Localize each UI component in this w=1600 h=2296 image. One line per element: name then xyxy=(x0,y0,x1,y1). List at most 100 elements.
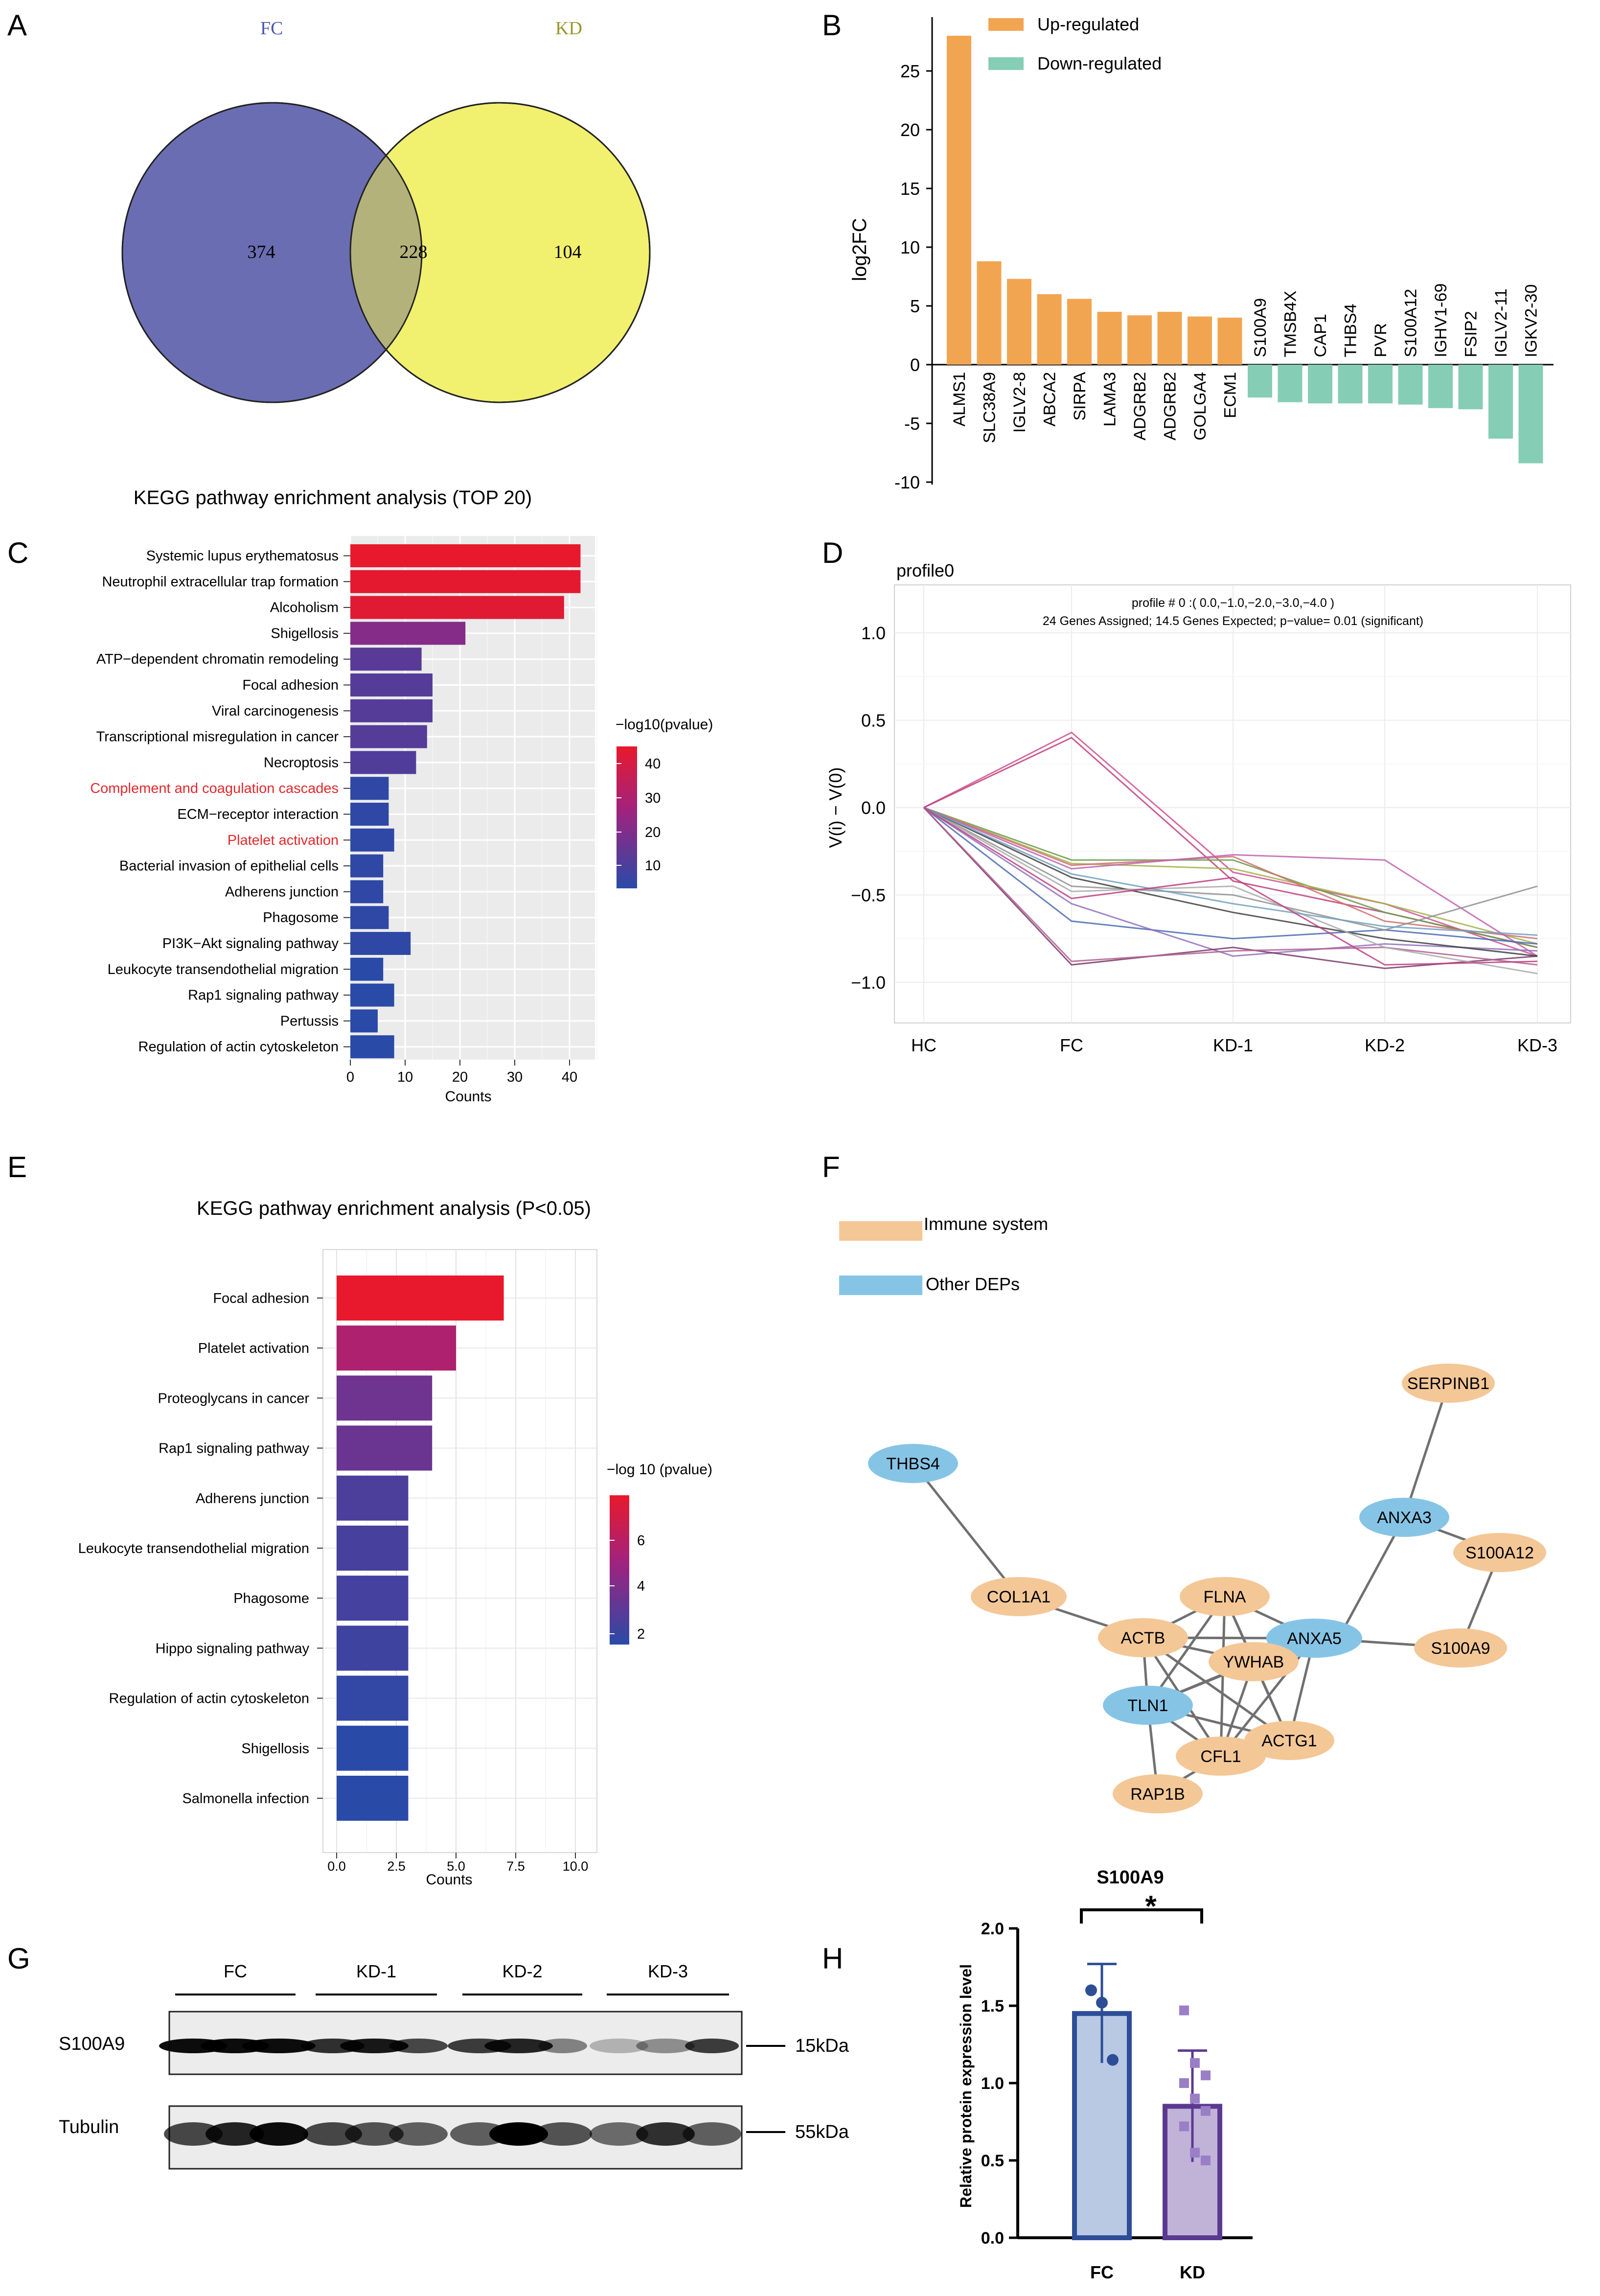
f-node-actb xyxy=(1098,1618,1188,1657)
f-node-anxa5 xyxy=(1266,1619,1362,1658)
g-size-55kda: 55kDa xyxy=(795,2122,849,2142)
b-bar-ADGRB2 xyxy=(1127,315,1152,365)
c-bar xyxy=(350,932,411,955)
b-gene-label: TMSB4X xyxy=(1281,291,1300,357)
f-legend-other-label: Other DEPs xyxy=(926,1274,1020,1294)
e-bar xyxy=(337,1325,456,1371)
b-gene-label: ECM1 xyxy=(1221,372,1240,418)
h-y-tick-label: 2.0 xyxy=(981,1920,1004,1938)
c-title: KEGG pathway enrichment analysis (TOP 20… xyxy=(134,487,532,509)
c-bar xyxy=(350,854,384,878)
b-bar-GOLGA4 xyxy=(1188,316,1212,365)
c-colorbar-label: 30 xyxy=(645,790,661,806)
f-node-s100a12 xyxy=(1453,1533,1546,1572)
c-bar xyxy=(350,544,581,567)
c-bar xyxy=(350,983,394,1007)
c-bar xyxy=(350,1035,394,1059)
c-bar xyxy=(350,803,389,826)
c-pathway-label: Necroptosis xyxy=(264,755,339,770)
f-node-serpinb1 xyxy=(1402,1364,1495,1403)
g-band-tubulin xyxy=(250,2122,308,2146)
c-bar xyxy=(350,751,416,774)
e-pathway-label: Hippo signaling pathway xyxy=(156,1641,310,1656)
g-size-15kda: 15kDa xyxy=(795,2036,849,2056)
b-bar-ABCA2 xyxy=(1037,294,1062,365)
c-x-tick-label: 40 xyxy=(562,1069,577,1085)
c-bar xyxy=(350,828,394,852)
h-x-label: KD xyxy=(1180,2262,1205,2282)
g-band-s100a9 xyxy=(242,2039,316,2053)
b-gene-label: IGLV2-11 xyxy=(1492,289,1510,357)
e-pathway-label: Adherens junction xyxy=(196,1491,309,1507)
d-series-line-10 xyxy=(923,807,1538,966)
f-legend-immune-label: Immune system xyxy=(924,1214,1048,1234)
panel-a: A FC KD 374 228 104 xyxy=(7,9,651,403)
h-point xyxy=(1201,2070,1211,2081)
c-colorbar-label: 40 xyxy=(645,756,661,772)
f-nodes: SERPINB1 THBS4 ANXA3 S100A12 COL1A1 FLNA ACTB A… xyxy=(868,1364,1546,1813)
h-point xyxy=(1190,2093,1200,2104)
b-y-tick-label: 15 xyxy=(900,179,920,199)
b-legend-down-label: Down-regulated xyxy=(1037,53,1162,73)
h-point xyxy=(1201,2106,1211,2116)
h-y-tick-label: 0.0 xyxy=(981,2229,1004,2248)
b-bar-IGHV1-69 xyxy=(1428,365,1453,408)
c-pathway-label: ECM−receptor interaction xyxy=(177,807,339,822)
c-pathway-label: Adherens junction xyxy=(225,884,339,900)
c-pathway-label: Platelet activation xyxy=(228,833,339,848)
f-node-thbs4 xyxy=(868,1444,958,1483)
f-legend-other-swatch xyxy=(839,1276,922,1295)
e-bar xyxy=(337,1425,433,1471)
e-pathway-label: Focal adhesion xyxy=(213,1291,309,1306)
c-pathway-label: Pertussis xyxy=(280,1013,339,1029)
d-profile-label: profile0 xyxy=(896,560,954,580)
f-node-label: ANXA5 xyxy=(1287,1629,1342,1648)
d-series-line-4 xyxy=(923,807,1538,945)
b-bar-ALMS1 xyxy=(947,36,971,365)
d-x-tick-label: FC xyxy=(1060,1035,1083,1055)
h-y-tick-label: 1.5 xyxy=(981,1997,1004,2016)
b-gene-label: SIRPA xyxy=(1071,372,1089,421)
b-y-axis-label: log2FC xyxy=(849,218,870,281)
b-y-axis: 25 20 15 10 5 0 -5 -10 xyxy=(894,17,1554,492)
b-gene-label: THBS4 xyxy=(1342,303,1360,357)
g-band-s100a9 xyxy=(590,2039,648,2053)
h-y-axis-label: Relative protein expression level xyxy=(957,1964,975,2208)
b-bar-THBS4 xyxy=(1338,365,1363,404)
b-y-tick-label: 5 xyxy=(910,296,920,316)
b-bar-SLC38A9 xyxy=(977,261,1002,365)
b-gene-label: ALMS1 xyxy=(950,372,969,427)
b-bars xyxy=(947,36,1543,464)
d-y-tick-label: 0.5 xyxy=(861,711,886,731)
b-y-tick-label: 10 xyxy=(900,237,920,257)
e-bar xyxy=(337,1576,409,1621)
g-band-s100a9 xyxy=(484,2039,553,2053)
h-point xyxy=(1201,2156,1211,2165)
f-node-col1a1 xyxy=(971,1577,1067,1616)
b-bar-TMSB4X xyxy=(1278,365,1303,402)
b-bar-ECM1 xyxy=(1217,318,1242,365)
d-series-line-8 xyxy=(923,807,1538,957)
e-bar xyxy=(337,1625,409,1671)
c-bar xyxy=(350,673,433,696)
panel-letter-b: B xyxy=(822,9,842,42)
e-pathway-label: Platelet activation xyxy=(198,1341,309,1356)
c-pathway-label: Bacterial invasion of epithelial cells xyxy=(119,858,339,874)
h-x-label: FC xyxy=(1090,2262,1114,2282)
f-node-label: ANXA3 xyxy=(1377,1508,1432,1527)
g-band-tubulin xyxy=(590,2122,648,2146)
e-bar xyxy=(337,1526,409,1571)
g-band-tubulin xyxy=(683,2122,741,2146)
e-bar xyxy=(337,1276,504,1321)
h-bars: FC KD xyxy=(1072,1963,1222,2282)
c-pathway-label: Complement and coagulation cascades xyxy=(90,781,339,796)
e-title: KEGG pathway enrichment analysis (P<0.05… xyxy=(197,1198,591,1219)
c-bar xyxy=(350,957,384,981)
c-bar xyxy=(350,699,433,722)
f-node-label: FLNA xyxy=(1204,1588,1246,1606)
d-y-axis-label: V(i) − V(0) xyxy=(825,767,846,848)
panel-letter-f: F xyxy=(822,1151,840,1183)
b-bar-LAMA3 xyxy=(1097,312,1122,365)
f-node-label: S100A12 xyxy=(1465,1544,1534,1562)
e-pathway-label: Shigellosis xyxy=(241,1741,309,1757)
